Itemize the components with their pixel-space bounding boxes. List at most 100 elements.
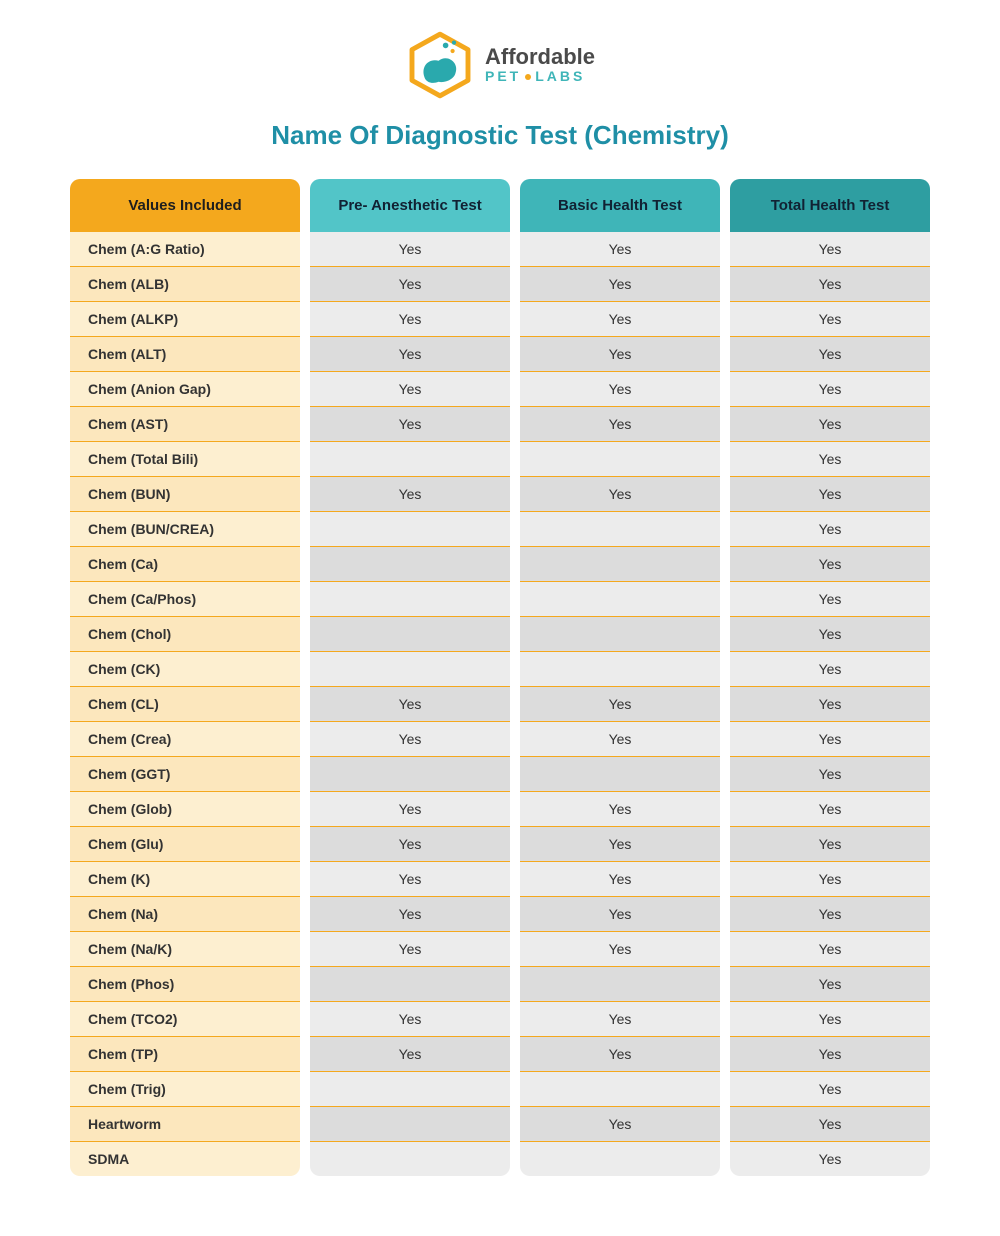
row-label: Chem (ALT) [70, 337, 300, 372]
row-value: Yes [730, 267, 930, 302]
row-value: Yes [310, 687, 510, 722]
row-value [310, 1142, 510, 1176]
logo-hexagon-icon [405, 30, 475, 100]
brand-logo: Affordable PETLABS [70, 30, 930, 100]
brand-text: Affordable PETLABS [485, 46, 595, 84]
row-value: Yes [730, 512, 930, 547]
row-value: Yes [520, 267, 720, 302]
row-value: Yes [520, 687, 720, 722]
row-label: Chem (Trig) [70, 1072, 300, 1107]
row-value: Yes [520, 477, 720, 512]
row-value: Yes [310, 302, 510, 337]
row-value [310, 1107, 510, 1142]
row-value [310, 967, 510, 1002]
row-value: Yes [730, 1037, 930, 1072]
row-label: Chem (ALB) [70, 267, 300, 302]
row-value: Yes [730, 442, 930, 477]
row-value: Yes [310, 722, 510, 757]
row-value: Yes [730, 302, 930, 337]
row-value: Yes [730, 827, 930, 862]
row-value: Yes [310, 827, 510, 862]
row-value: Yes [520, 722, 720, 757]
row-value: Yes [520, 1002, 720, 1037]
row-value: Yes [730, 1142, 930, 1176]
row-value [310, 442, 510, 477]
row-value [520, 1072, 720, 1107]
row-value: Yes [730, 477, 930, 512]
row-value: Yes [730, 1107, 930, 1142]
row-label: Chem (GGT) [70, 757, 300, 792]
row-label: Chem (Ca) [70, 547, 300, 582]
row-label: Chem (BUN/CREA) [70, 512, 300, 547]
brand-name-top: Affordable [485, 46, 595, 68]
row-value: Yes [310, 897, 510, 932]
row-value: Yes [310, 372, 510, 407]
row-label: Chem (ALKP) [70, 302, 300, 337]
row-value: Yes [730, 687, 930, 722]
row-value: Yes [520, 862, 720, 897]
row-label: Chem (Phos) [70, 967, 300, 1002]
row-value: Yes [310, 232, 510, 267]
row-value: Yes [730, 862, 930, 897]
row-value: Yes [520, 372, 720, 407]
row-value: Yes [730, 897, 930, 932]
row-value [520, 967, 720, 1002]
row-value: Yes [520, 897, 720, 932]
row-value: Yes [730, 792, 930, 827]
page-title: Name Of Diagnostic Test (Chemistry) [70, 120, 930, 151]
row-label: Chem (A:G Ratio) [70, 232, 300, 267]
row-value: Yes [520, 792, 720, 827]
row-label: Chem (CL) [70, 687, 300, 722]
row-label: Chem (K) [70, 862, 300, 897]
row-label: Chem (Glob) [70, 792, 300, 827]
row-value [310, 652, 510, 687]
row-value [310, 547, 510, 582]
row-label: Chem (Total Bili) [70, 442, 300, 477]
row-value [520, 512, 720, 547]
row-label: Chem (Na/K) [70, 932, 300, 967]
row-label: Chem (Ca/Phos) [70, 582, 300, 617]
column-header-total: Total Health Test [730, 179, 930, 232]
row-value [310, 512, 510, 547]
row-label: Chem (Chol) [70, 617, 300, 652]
row-value: Yes [730, 722, 930, 757]
row-value [310, 1072, 510, 1107]
row-label: Chem (CK) [70, 652, 300, 687]
column-header-pre: Pre- Anesthetic Test [310, 179, 510, 232]
row-value [520, 1142, 720, 1176]
row-label: Chem (Anion Gap) [70, 372, 300, 407]
row-value [520, 757, 720, 792]
row-value [310, 757, 510, 792]
row-value: Yes [730, 932, 930, 967]
row-value: Yes [730, 407, 930, 442]
row-value: Yes [310, 862, 510, 897]
row-label: Chem (AST) [70, 407, 300, 442]
row-value: Yes [310, 477, 510, 512]
row-value [520, 582, 720, 617]
row-value: Yes [730, 617, 930, 652]
row-value: Yes [730, 372, 930, 407]
row-value: Yes [730, 232, 930, 267]
row-value: Yes [730, 1002, 930, 1037]
row-value: Yes [520, 302, 720, 337]
row-label: SDMA [70, 1142, 300, 1176]
column-header-basic: Basic Health Test [520, 179, 720, 232]
row-value [310, 582, 510, 617]
row-value [310, 617, 510, 652]
row-value: Yes [520, 1037, 720, 1072]
row-value: Yes [730, 547, 930, 582]
row-value [520, 442, 720, 477]
row-label: Chem (BUN) [70, 477, 300, 512]
row-label: Chem (TP) [70, 1037, 300, 1072]
row-value: Yes [730, 1072, 930, 1107]
row-value: Yes [730, 757, 930, 792]
row-value: Yes [730, 652, 930, 687]
row-value: Yes [730, 337, 930, 372]
row-value: Yes [310, 337, 510, 372]
row-value: Yes [310, 1002, 510, 1037]
column-header-values: Values Included [70, 179, 300, 232]
row-value [520, 547, 720, 582]
row-value: Yes [310, 792, 510, 827]
row-value [520, 652, 720, 687]
row-value: Yes [520, 827, 720, 862]
